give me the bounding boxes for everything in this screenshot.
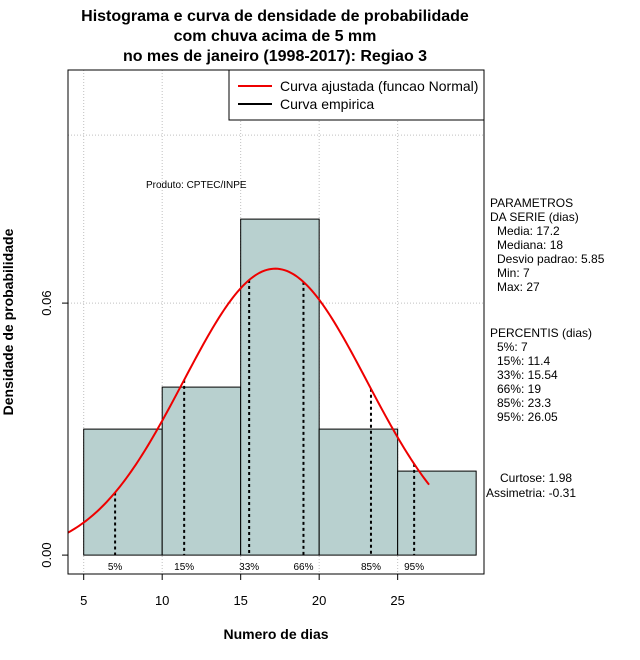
x-tick-label: 5 [80,593,87,608]
percentil-85: 85%: 23.3 [497,396,551,410]
params-title-1: PARAMETROS [490,196,573,210]
percentile-label: 95% [404,562,424,573]
percentis-title: PERCENTIS (dias) [490,326,592,340]
histogram-bar [318,428,399,556]
params-title-2: DA SERIE (dias) [490,210,579,224]
product-label: Produto: CPTEC/INPE [146,180,247,191]
legend-box [228,69,485,121]
y-tick-label: 0.00 [39,542,54,567]
percentil-33: 33%: 15.54 [497,368,558,382]
normal-curve [67,267,430,534]
y-axis-ticks: 0.00 0.06 [39,290,68,568]
legend: Curva ajustada (funcao Normal) Curva emp… [228,69,485,121]
param-min: Min: 7 [497,266,530,280]
histogram-bar [240,218,320,556]
legend-label-fitted: Curva ajustada (funcao Normal) [280,78,478,94]
percentile-label: 5% [108,562,123,573]
legend-label-empirical: Curva empirica [280,96,374,112]
percentile-label: 85% [361,562,381,573]
percentile-label: 33% [239,562,259,573]
normal-curve-layer [67,267,430,534]
param-mediana: Mediana: 18 [497,238,563,252]
y-tick-label: 0.06 [39,290,54,315]
percentile-labels: 5% 15% 33% 66% 85% 95% [108,562,424,573]
x-tick-label: 20 [312,593,326,608]
percentil-66: 66%: 19 [497,382,541,396]
stats-panel: PARAMETROS DA SERIE (dias) Media: 17.2 M… [486,196,605,500]
chart-title-line-3: no mes de janeiro (1998-2017): Regiao 3 [123,48,427,65]
x-tick-label: 10 [155,593,169,608]
chart-title-line-2: com chuva acima de 5 mm [174,28,377,45]
histogram-bar [83,428,163,556]
x-axis-ticks: 5 10 15 20 25 [80,574,405,608]
param-desvio: Desvio padrao: 5.85 [497,252,605,266]
histogram-bar [161,386,242,556]
x-tick-label: 15 [233,593,247,608]
curtose-text: Curtose: 1.98 [500,471,572,485]
x-tick-label: 25 [390,593,404,608]
param-max: Max: 27 [497,280,540,294]
percentil-5: 5%: 7 [497,340,528,354]
percentil-15: 15%: 11.4 [497,354,550,368]
chart-title-line-1: Histograma e curva de densidade de proba… [81,8,469,25]
y-axis-label: Densidade de probabilidade [0,228,16,415]
histogram-bars [83,218,477,556]
percentile-label: 15% [174,562,194,573]
param-media: Media: 17.2 [497,224,560,238]
percentile-label: 66% [293,562,313,573]
percentil-95: 95%: 26.05 [497,410,558,424]
x-axis-label: Numero de dias [223,626,328,642]
histogram-bar [397,470,477,556]
percentile-lines [114,279,416,556]
assimetria-text: Assimetria: -0.31 [486,486,576,500]
